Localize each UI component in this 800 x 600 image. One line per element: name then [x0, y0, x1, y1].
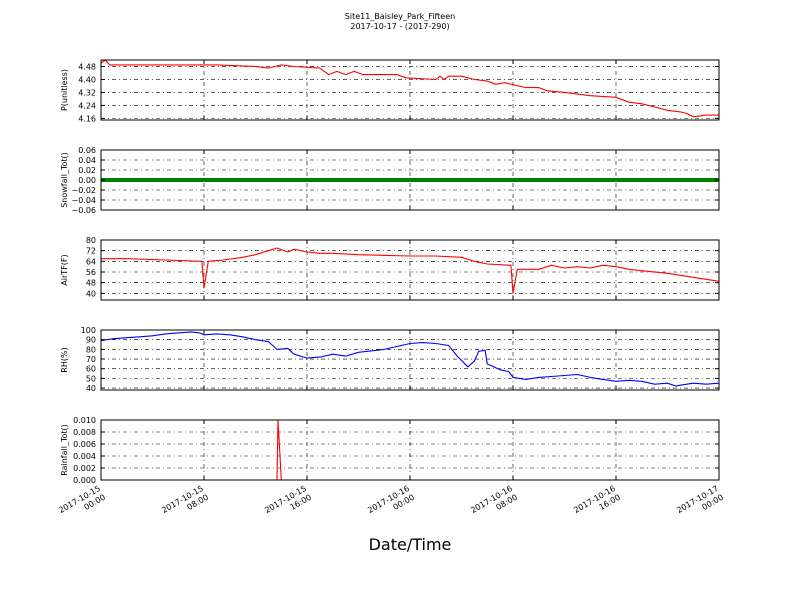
x-axis-label: Date/Time — [369, 535, 452, 554]
y-tick-label: 90 — [86, 336, 96, 345]
y-tick-label: 0.000 — [73, 476, 96, 485]
y-tick-label: 4.48 — [78, 62, 96, 71]
y-tick-label: 0.008 — [73, 428, 96, 437]
y-tick-label: 0.02 — [78, 166, 96, 175]
y-tick-label: 0.04 — [78, 156, 96, 165]
y-axis-label: Snowfall_Tot() — [60, 152, 69, 208]
panel-5: 0.000 0.002 0.004 0.006 0.008 0.010 Rainfall_T… — [60, 416, 720, 485]
y-tick-label: 0.010 — [73, 416, 96, 425]
y-tick-label: 0.004 — [73, 452, 96, 461]
y-tick-label: 0.002 — [73, 464, 96, 473]
y-tick-label: 40 — [86, 384, 96, 393]
chart-title: Site11_Baisley_Park_Fifteen — [345, 12, 455, 21]
y-tick-label: 80 — [86, 345, 96, 354]
y-tick-label: 56 — [86, 268, 96, 277]
y-axis-label: Rainfall_Tot() — [60, 424, 69, 476]
panels-group: 4.164.244.324.404.48P(unitless)−0.06−0.0… — [60, 59, 720, 485]
y-tick-label: 100 — [81, 326, 96, 335]
y-tick-label: 80 — [86, 236, 96, 245]
y-axis-label: RH(%) — [60, 347, 69, 372]
chart-subtitle: 2017-10-17 - (2017-290) — [350, 22, 449, 31]
series-line-3-1 — [101, 247, 720, 294]
y-tick-label: 4.16 — [78, 114, 96, 123]
y-tick-label: 70 — [86, 355, 96, 364]
y-tick-label: 4.40 — [78, 75, 96, 84]
series-line-4-1 — [100, 331, 720, 387]
panel-1: 4.16 4.24 4.32 4.40 4.48 P(unitless) — [60, 59, 720, 123]
y-tick-label: 40 — [86, 289, 96, 298]
y-tick-label: 50 — [86, 374, 96, 383]
y-tick-label: 72 — [86, 247, 96, 256]
y-tick-label: 0.006 — [73, 440, 96, 449]
y-tick-label: 0.00 — [78, 176, 96, 185]
series-line-1-1 — [100, 59, 719, 118]
y-tick-label: −0.02 — [71, 186, 96, 195]
y-tick-label: 48 — [86, 279, 96, 288]
y-tick-label: 4.24 — [78, 101, 96, 110]
y-axis-label: P(unitless) — [60, 69, 69, 111]
y-tick-label: 60 — [86, 365, 96, 374]
panel-2: −0.06−0.04−0.020.000.020.040.06 Snowfall_… — [60, 146, 720, 215]
y-tick-label: 4.32 — [78, 88, 96, 97]
y-axis-label: AirTF(F) — [60, 254, 69, 285]
y-tick-label: −0.04 — [71, 196, 96, 205]
y-tick-label: −0.06 — [71, 206, 96, 215]
y-tick-label: 0.06 — [78, 146, 96, 155]
y-tick-label: 64 — [86, 257, 96, 266]
